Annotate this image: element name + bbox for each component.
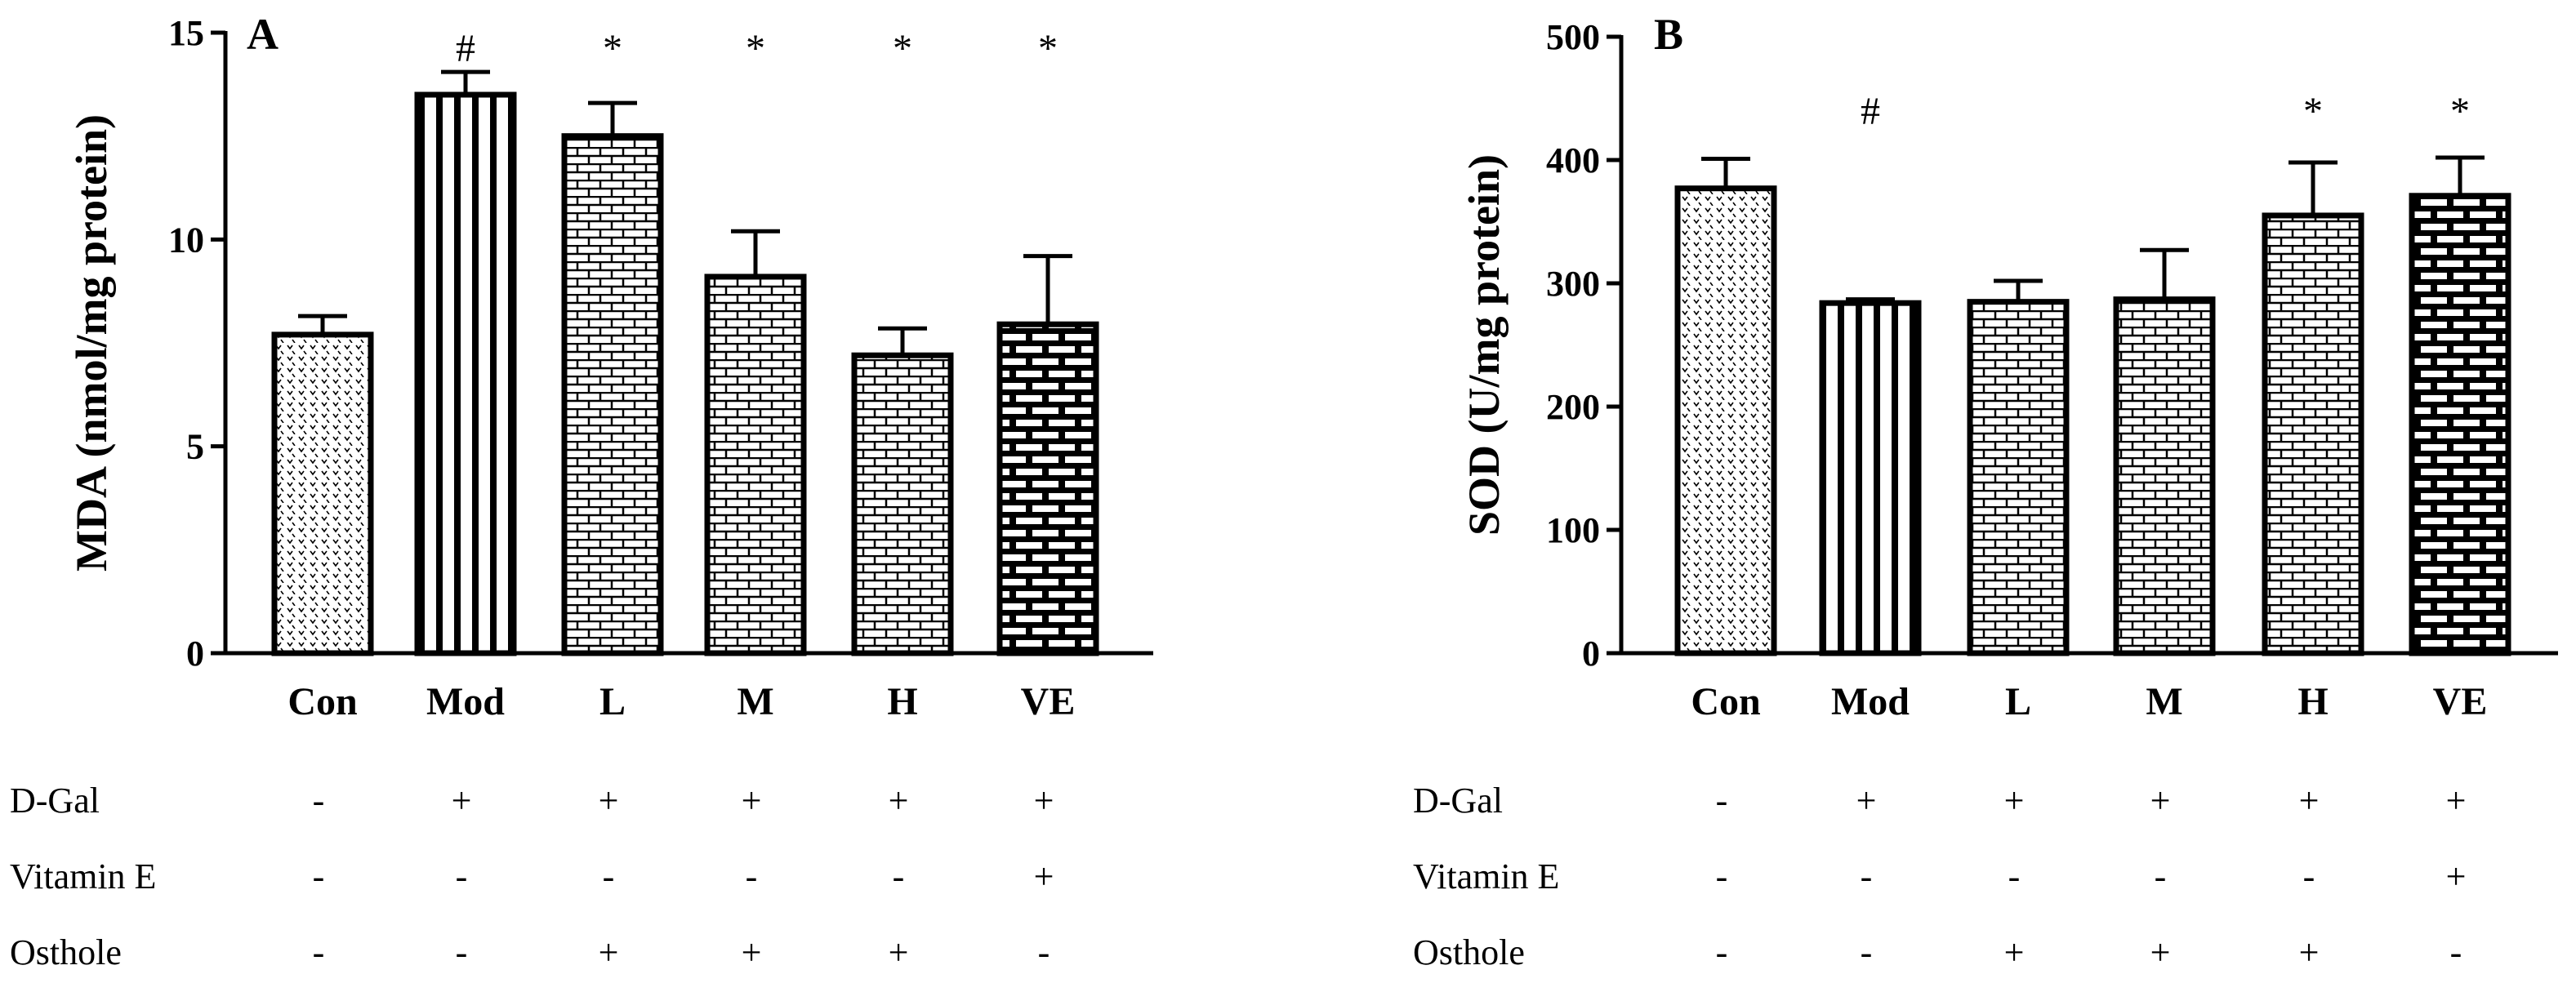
treatment-row-label: Vitamin E	[10, 856, 156, 896]
x-tick-label: VE	[2433, 680, 2488, 723]
treatment-mark: -	[313, 932, 325, 972]
y-axis-title: SOD (U/mg protein)	[1460, 154, 1509, 536]
bar	[996, 321, 1099, 656]
treatment-mark: +	[2299, 781, 2320, 821]
y-tick-label: 5	[186, 427, 204, 467]
treatment-mark: +	[1034, 856, 1054, 896]
x-tick-label: M	[2146, 680, 2182, 723]
treatment-mark: +	[742, 781, 762, 821]
panel-letter: B	[1654, 10, 1683, 59]
treatment-mark: +	[2150, 932, 2171, 972]
x-tick-label: M	[737, 680, 773, 723]
x-tick-label: VE	[1021, 680, 1076, 723]
treatment-mark: -	[746, 856, 758, 896]
bar	[1967, 299, 2070, 656]
y-tick-label: 0	[1582, 634, 1600, 674]
treatment-row-label: Osthole	[10, 932, 122, 972]
x-tick-label: Mod	[1831, 680, 1910, 723]
treatment-mark: +	[2004, 781, 2025, 821]
bar	[2113, 296, 2216, 656]
treatment-row-label: D-Gal	[10, 781, 100, 821]
treatment-row-label: D-Gal	[1413, 781, 1503, 821]
y-tick-label: 300	[1546, 264, 1600, 304]
treatment-table-b: D-Gal - + + + + + Vitamin E - - - - - + Osthole - - + + + -	[1413, 781, 2466, 972]
treatment-mark: -	[2450, 932, 2462, 972]
x-tick-label: Con	[287, 680, 357, 723]
treatment-mark: -	[313, 781, 325, 821]
treatment-mark: +	[2150, 781, 2171, 821]
panel-b-chart: 0 100 200 300 400 500 SOD (U/mg protein) B Con Mo…	[1460, 10, 2558, 723]
y-tick-label: 200	[1546, 387, 1600, 427]
treatment-mark: -	[313, 856, 325, 896]
treatment-mark: -	[1716, 932, 1728, 972]
bar	[561, 133, 664, 656]
significance-marker: *	[603, 27, 622, 70]
bar	[851, 352, 954, 656]
x-tick-label: L	[2005, 680, 2031, 723]
treatment-mark: -	[1861, 932, 1873, 972]
treatment-mark: +	[2299, 932, 2320, 972]
treatment-mark: -	[2008, 856, 2021, 896]
bar	[704, 274, 807, 656]
panel-a-chart: 0 5 10 15 MDA (nmol/mg protein) A Con Mod # L * M * H…	[67, 10, 1153, 723]
significance-marker: *	[746, 27, 765, 70]
x-tick-label: Con	[1691, 680, 1760, 723]
bar	[1819, 300, 1922, 656]
treatment-row-label: Osthole	[1413, 932, 1525, 972]
y-tick-label: 500	[1546, 17, 1600, 57]
panel-letter: A	[247, 10, 279, 59]
treatment-mark: -	[1038, 932, 1050, 972]
treatment-mark: +	[1856, 781, 1877, 821]
significance-marker: *	[2303, 90, 2323, 133]
treatment-mark: +	[2004, 932, 2025, 972]
x-tick-label: L	[599, 680, 626, 723]
treatment-mark: -	[1861, 856, 1873, 896]
treatment-mark: +	[599, 932, 619, 972]
treatment-row-label: Vitamin E	[1413, 856, 1559, 896]
treatment-mark: -	[893, 856, 905, 896]
treatment-mark: +	[742, 932, 762, 972]
treatment-mark: +	[599, 781, 619, 821]
treatment-mark: +	[452, 781, 472, 821]
y-tick-label: 10	[168, 220, 204, 260]
treatment-mark: -	[1716, 781, 1728, 821]
treatment-mark: +	[889, 932, 909, 972]
treatment-mark: +	[889, 781, 909, 821]
bar	[1674, 185, 1777, 656]
y-tick-label: 15	[168, 13, 204, 53]
treatment-mark: -	[456, 932, 468, 972]
y-tick-label: 0	[186, 634, 204, 674]
bar	[2262, 212, 2364, 656]
treatment-mark: -	[1716, 856, 1728, 896]
significance-marker: *	[2450, 90, 2470, 133]
significance-marker: *	[1038, 27, 1058, 70]
x-tick-label: H	[887, 680, 917, 723]
bar	[271, 331, 374, 656]
y-tick-label: 400	[1546, 140, 1600, 180]
bar	[414, 91, 517, 656]
treatment-mark: +	[2446, 856, 2467, 896]
x-tick-label: H	[2297, 680, 2328, 723]
significance-marker: #	[1861, 90, 1880, 133]
x-tick-label: Mod	[426, 680, 505, 723]
bar	[2409, 193, 2511, 656]
treatment-mark: -	[456, 856, 468, 896]
treatment-mark: -	[2155, 856, 2167, 896]
treatment-mark: -	[603, 856, 615, 896]
treatment-mark: -	[2303, 856, 2315, 896]
significance-marker: *	[893, 27, 912, 70]
treatment-table-a: D-Gal - + + + + + Vitamin E - - - - - + Osthole - - + + + -	[10, 781, 1054, 972]
y-tick-label: 100	[1546, 510, 1600, 550]
treatment-mark: +	[1034, 781, 1054, 821]
y-axis-title: MDA (nmol/mg protein)	[67, 114, 116, 572]
treatment-mark: +	[2446, 781, 2467, 821]
significance-marker: #	[456, 27, 475, 70]
